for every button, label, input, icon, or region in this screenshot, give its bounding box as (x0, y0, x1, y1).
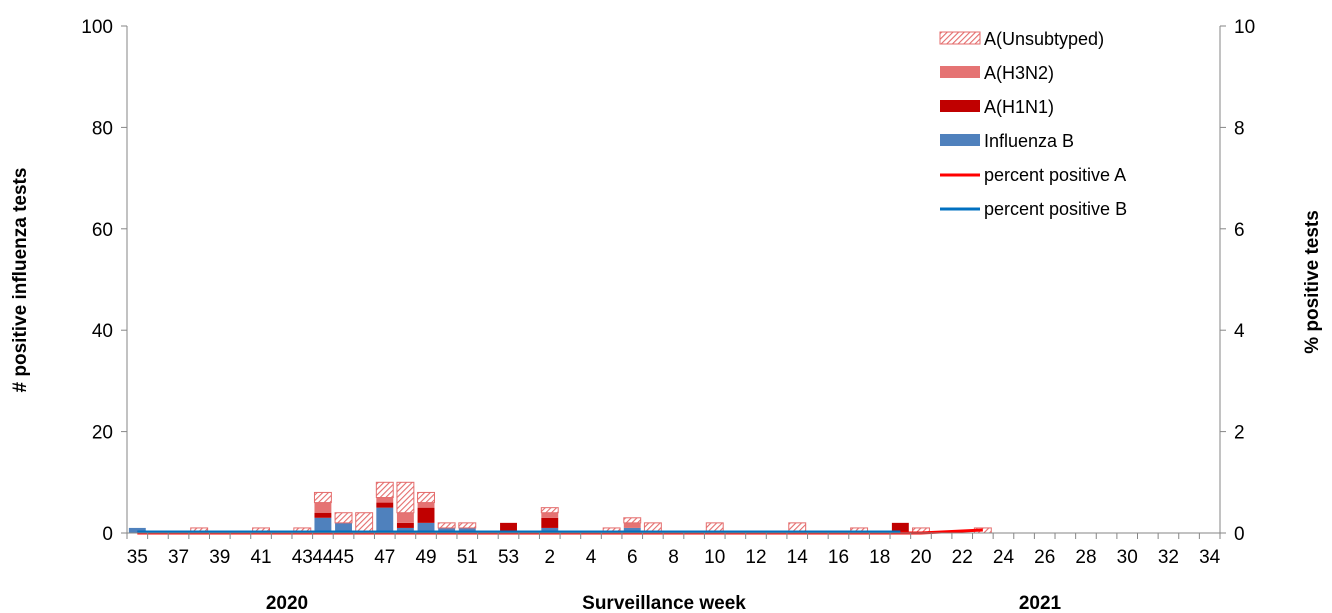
legend-swatch-h1n1 (940, 100, 980, 112)
legend-label-percent-b: percent positive B (984, 199, 1127, 219)
x-tick-label-45: 45 (333, 547, 354, 568)
year-label-2020: 2020 (266, 593, 308, 613)
bar-a-h3n2-44 (314, 502, 332, 513)
legend-label-h1n1: A(H1N1) (984, 97, 1054, 117)
bar-a-unsubtyped-47 (375, 481, 394, 499)
bar-a-unsubtyped-50 (437, 522, 456, 529)
bar-influenza-b-45 (335, 522, 352, 533)
legend-label-influenza-b: Influenza B (984, 131, 1074, 151)
x-tick-label-24: 24 (993, 547, 1015, 568)
x-axis-label: Surveillance week (582, 593, 746, 613)
x-tick-label-35: 35 (127, 547, 148, 568)
y-tick-label-80: 80 (92, 118, 113, 139)
x-tick-label-43: 43 (292, 547, 313, 568)
x-tick-label-8: 8 (668, 547, 679, 568)
y-tick-label-20: 20 (92, 423, 113, 444)
bar-influenza-b-49 (417, 522, 435, 533)
y2-axis-label: % positive tests (1302, 210, 1323, 354)
bar-a-h1n1-2 (541, 517, 559, 528)
bar-a-h1n1-47 (376, 502, 394, 508)
x-tick-label-14: 14 (787, 547, 809, 568)
bar-a-unsubtyped-48 (396, 481, 415, 514)
x-tick-label-22: 22 (952, 547, 973, 568)
bar-influenza-b-6 (623, 527, 641, 533)
y2-tick-label-8: 8 (1234, 118, 1245, 139)
x-tick-label-2: 2 (544, 547, 555, 568)
x-tick-label-4: 4 (586, 547, 597, 568)
bar-influenza-b-50 (438, 527, 456, 533)
x-tick-label-16: 16 (828, 547, 849, 568)
bars-layer (128, 481, 992, 534)
bar-influenza-b-47 (376, 507, 394, 533)
x-tick-label-26: 26 (1034, 547, 1055, 568)
y2-tick-label-10: 10 (1234, 17, 1255, 38)
legend-swatch-influenza-b (940, 134, 980, 146)
x-tick-label-44: 44 (312, 547, 334, 568)
x-tick-label-39: 39 (209, 547, 230, 568)
y-tick-label-60: 60 (92, 220, 113, 241)
bar-influenza-b-48 (396, 527, 414, 533)
x-tick-label-37: 37 (168, 547, 189, 568)
bar-a-h1n1-19 (891, 522, 909, 533)
x-tick-label-18: 18 (869, 547, 890, 568)
bar-a-h3n2-47 (376, 497, 394, 503)
y-tick-label-0: 0 (102, 524, 113, 545)
x-tick-label-10: 10 (704, 547, 725, 568)
bar-a-h3n2-49 (417, 502, 435, 508)
y2-tick-label-6: 6 (1234, 220, 1245, 241)
bar-a-unsubtyped-46 (355, 512, 374, 534)
x-tick-label-47: 47 (374, 547, 395, 568)
x-tick-label-51: 51 (457, 547, 478, 568)
year-label-2021: 2021 (1019, 593, 1062, 613)
bar-a-h3n2-48 (396, 512, 414, 523)
x-tick-label-30: 30 (1117, 547, 1138, 568)
x-tick-label-41: 41 (250, 547, 271, 568)
legend: A(Unsubtyped) A(H3N2) A(H1N1) Influenza … (939, 29, 1127, 219)
bar-a-h3n2-6 (623, 522, 641, 528)
legend-swatch-unsubtyped (939, 31, 981, 45)
x-tick-label-49: 49 (415, 547, 436, 568)
bar-a-h1n1-44 (314, 512, 332, 518)
bar-a-unsubtyped-49 (417, 491, 435, 504)
legend-label-h3n2: A(H3N2) (984, 63, 1054, 83)
bar-influenza-b-44 (314, 517, 332, 533)
bar-influenza-b-2 (541, 527, 559, 533)
x-tick-label-28: 28 (1075, 547, 1096, 568)
legend-label-unsubtyped: A(Unsubtyped) (984, 29, 1104, 49)
x-tick-label-20: 20 (910, 547, 931, 568)
bar-a-h1n1-49 (417, 507, 435, 523)
y-axis-label: # positive influenza tests (10, 168, 31, 393)
bar-a-unsubtyped-44 (313, 491, 332, 504)
bar-a-unsubtyped-45 (334, 512, 353, 524)
y-tick-label-100: 100 (81, 17, 113, 38)
legend-label-percent-a: percent positive A (984, 165, 1126, 185)
bar-a-unsubtyped-6 (623, 517, 642, 524)
legend-swatch-h3n2 (940, 66, 980, 78)
bar-a-h1n1-48 (396, 522, 414, 528)
bar-a-h3n2-2 (541, 512, 559, 518)
bar-a-unsubtyped-51 (458, 522, 477, 529)
y-tick-label-40: 40 (92, 321, 113, 342)
y2-tick-label-2: 2 (1234, 423, 1245, 444)
y2-tick-label-4: 4 (1234, 321, 1245, 342)
bar-influenza-b-35 (128, 527, 146, 533)
x-tick-label-6: 6 (627, 547, 638, 568)
x-tick-label-34: 34 (1199, 547, 1221, 568)
bar-a-unsubtyped-2 (540, 507, 559, 514)
y2-tick-label-0: 0 (1234, 524, 1245, 545)
x-tick-label-53: 53 (498, 547, 519, 568)
bar-influenza-b-51 (458, 527, 476, 533)
x-tick-label-32: 32 (1158, 547, 1179, 568)
x-tick-label-12: 12 (745, 547, 766, 568)
bar-a-h1n1-53 (500, 522, 517, 533)
